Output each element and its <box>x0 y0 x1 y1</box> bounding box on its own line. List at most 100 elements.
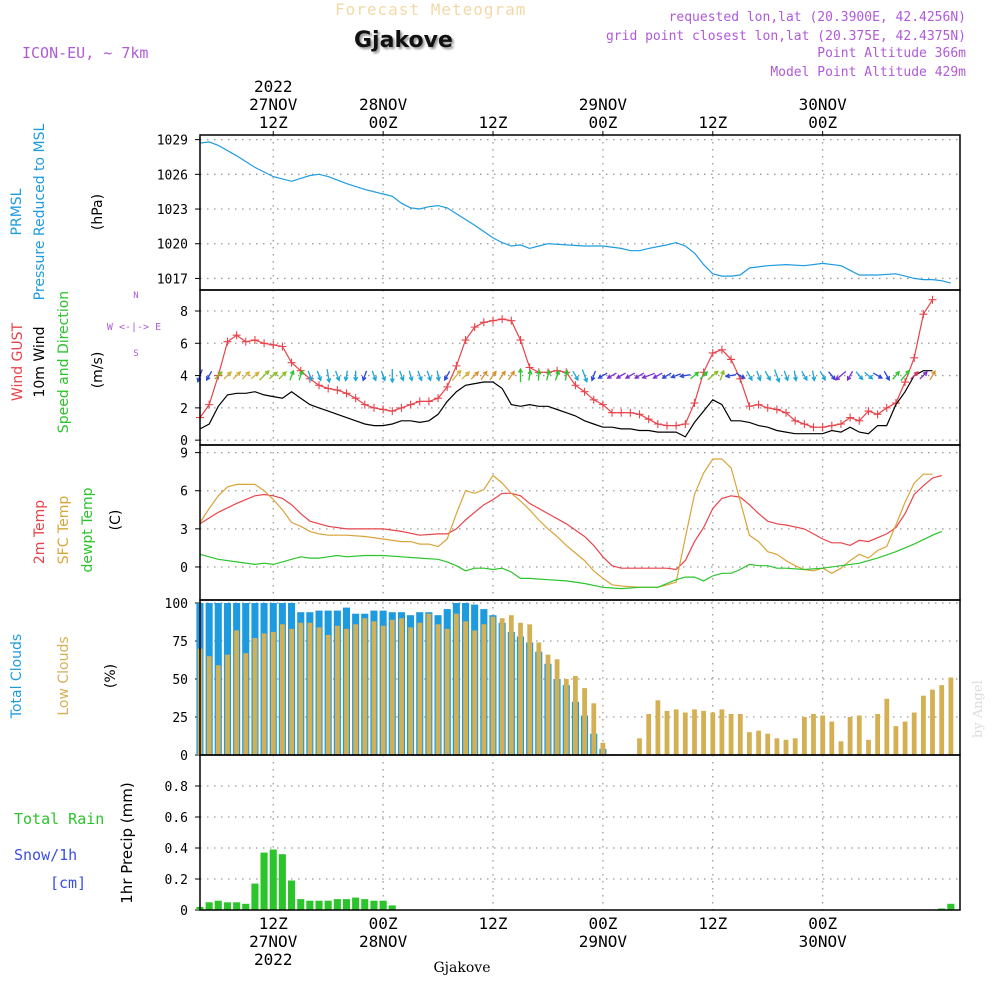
wind-arrow <box>527 369 533 381</box>
low-clouds-label: Low Clouds <box>56 636 72 715</box>
low-clouds-bar <box>289 628 294 755</box>
low-clouds-bar <box>792 738 798 755</box>
low-clouds-bar <box>463 621 468 755</box>
compass-east-west: W <-|-> E <box>107 322 161 333</box>
y-tick-label: 1026 <box>157 168 188 183</box>
total-rain-bar <box>205 902 213 911</box>
gust-marker <box>727 355 736 364</box>
low-clouds-bar <box>747 732 752 755</box>
wind-arrow <box>929 370 936 381</box>
temp2m-label: 2m Temp <box>32 500 48 564</box>
bottom-time-label: 00Z <box>369 914 398 933</box>
bottom-time-label: 29NOV <box>579 932 628 951</box>
temp-unit: (C) <box>108 510 124 531</box>
gust-marker <box>434 394 443 403</box>
wind-arrow <box>590 370 597 382</box>
gust-marker <box>644 415 653 424</box>
low-clouds-bar <box>307 622 313 755</box>
low-clouds-bar <box>811 714 816 755</box>
gust-marker <box>662 421 671 430</box>
wind-speed-label: Speed and Direction <box>56 291 72 433</box>
wind-arrow <box>389 369 395 384</box>
wind-arrow <box>892 370 900 380</box>
y-tick-label: 0.4 <box>165 842 189 857</box>
low-clouds-bar <box>902 721 908 755</box>
gust-marker <box>818 423 827 432</box>
y-tick-label: 9 <box>180 447 188 462</box>
low-clouds-bar <box>701 710 706 755</box>
wind-frame <box>199 289 961 446</box>
y-tick-label: 3 <box>180 523 188 538</box>
wind-arrow <box>661 372 672 379</box>
rain-label: Total Rain <box>14 810 104 828</box>
wind-arrow <box>919 371 928 380</box>
gridpoint-coords: grid point closest lon,lat (20.375E, 42.… <box>605 29 966 44</box>
low-clouds-bar <box>481 624 487 755</box>
low-clouds-bar <box>225 654 230 755</box>
wind-arrow <box>408 370 414 382</box>
wind-arrow <box>507 370 515 381</box>
low-clouds-bar <box>243 653 249 755</box>
gust-marker <box>617 408 626 417</box>
gust-marker <box>452 361 461 370</box>
gust-marker <box>406 400 415 409</box>
low-clouds-bar <box>527 624 533 755</box>
gust-marker <box>708 348 717 357</box>
wind-arrow <box>724 373 737 379</box>
total-rain-bar <box>223 902 231 911</box>
wind-arrow <box>232 371 242 380</box>
model-label: ICON-EU, ~ 7km <box>22 44 149 62</box>
low-clouds-bar <box>737 714 743 755</box>
total-rain-bar <box>214 900 222 910</box>
total-rain-bar <box>370 900 378 910</box>
low-clouds-bar <box>847 717 853 755</box>
wind-arrow <box>699 371 709 380</box>
low-clouds-bar <box>921 695 926 755</box>
gust-marker <box>397 403 406 412</box>
gust-marker <box>855 416 864 425</box>
wind-arrow <box>371 370 377 382</box>
wind-arrow <box>334 370 341 382</box>
total-rain-bar <box>242 903 250 910</box>
wind-arrow <box>756 370 762 382</box>
gust-marker <box>333 386 342 395</box>
clouds-frame <box>199 599 961 756</box>
low-clouds-bar <box>472 630 478 755</box>
low-clouds-bar <box>838 741 844 755</box>
low-clouds-bar <box>856 715 862 755</box>
compass-south: S <box>133 349 138 359</box>
wind-arrow <box>855 371 864 381</box>
top-time-label: 29NOV <box>579 95 628 114</box>
prmsl-line <box>199 141 951 284</box>
low-clouds-bar <box>655 700 661 755</box>
gust-marker <box>553 366 562 375</box>
low-clouds-bar <box>325 635 331 755</box>
y-tick-label: 2 <box>180 402 188 417</box>
gust-marker <box>791 416 800 425</box>
wind-arrow <box>819 370 826 382</box>
low-clouds-bar <box>435 624 441 755</box>
low-clouds-bar <box>664 710 670 755</box>
gust-marker <box>205 400 214 409</box>
low-clouds-bar <box>371 621 377 755</box>
bottom-time-label: 27NOV <box>249 932 298 951</box>
pressure-long-label: Pressure Reduced to MSL <box>32 123 48 300</box>
y-tick-label: 0.6 <box>165 811 188 826</box>
bottom-time-label: 12Z <box>259 914 288 933</box>
10m-wind-line <box>199 370 933 438</box>
bottom-time-label: 12Z <box>479 914 508 933</box>
total-rain-bar <box>342 899 350 910</box>
low-clouds-bar <box>380 625 386 755</box>
low-clouds-bar <box>756 730 761 755</box>
top-time-label: 27NOV <box>249 95 298 114</box>
bottom-time-label: 30NOV <box>799 932 848 951</box>
total-rain-bar <box>288 880 296 910</box>
compass-north: N <box>133 291 138 301</box>
total-rain-bar <box>260 852 268 910</box>
low-clouds-bar <box>316 627 322 755</box>
gust-marker <box>269 340 278 349</box>
low-clouds-bar <box>582 688 587 755</box>
wind-arrow <box>846 370 854 382</box>
gust-marker <box>278 342 287 351</box>
